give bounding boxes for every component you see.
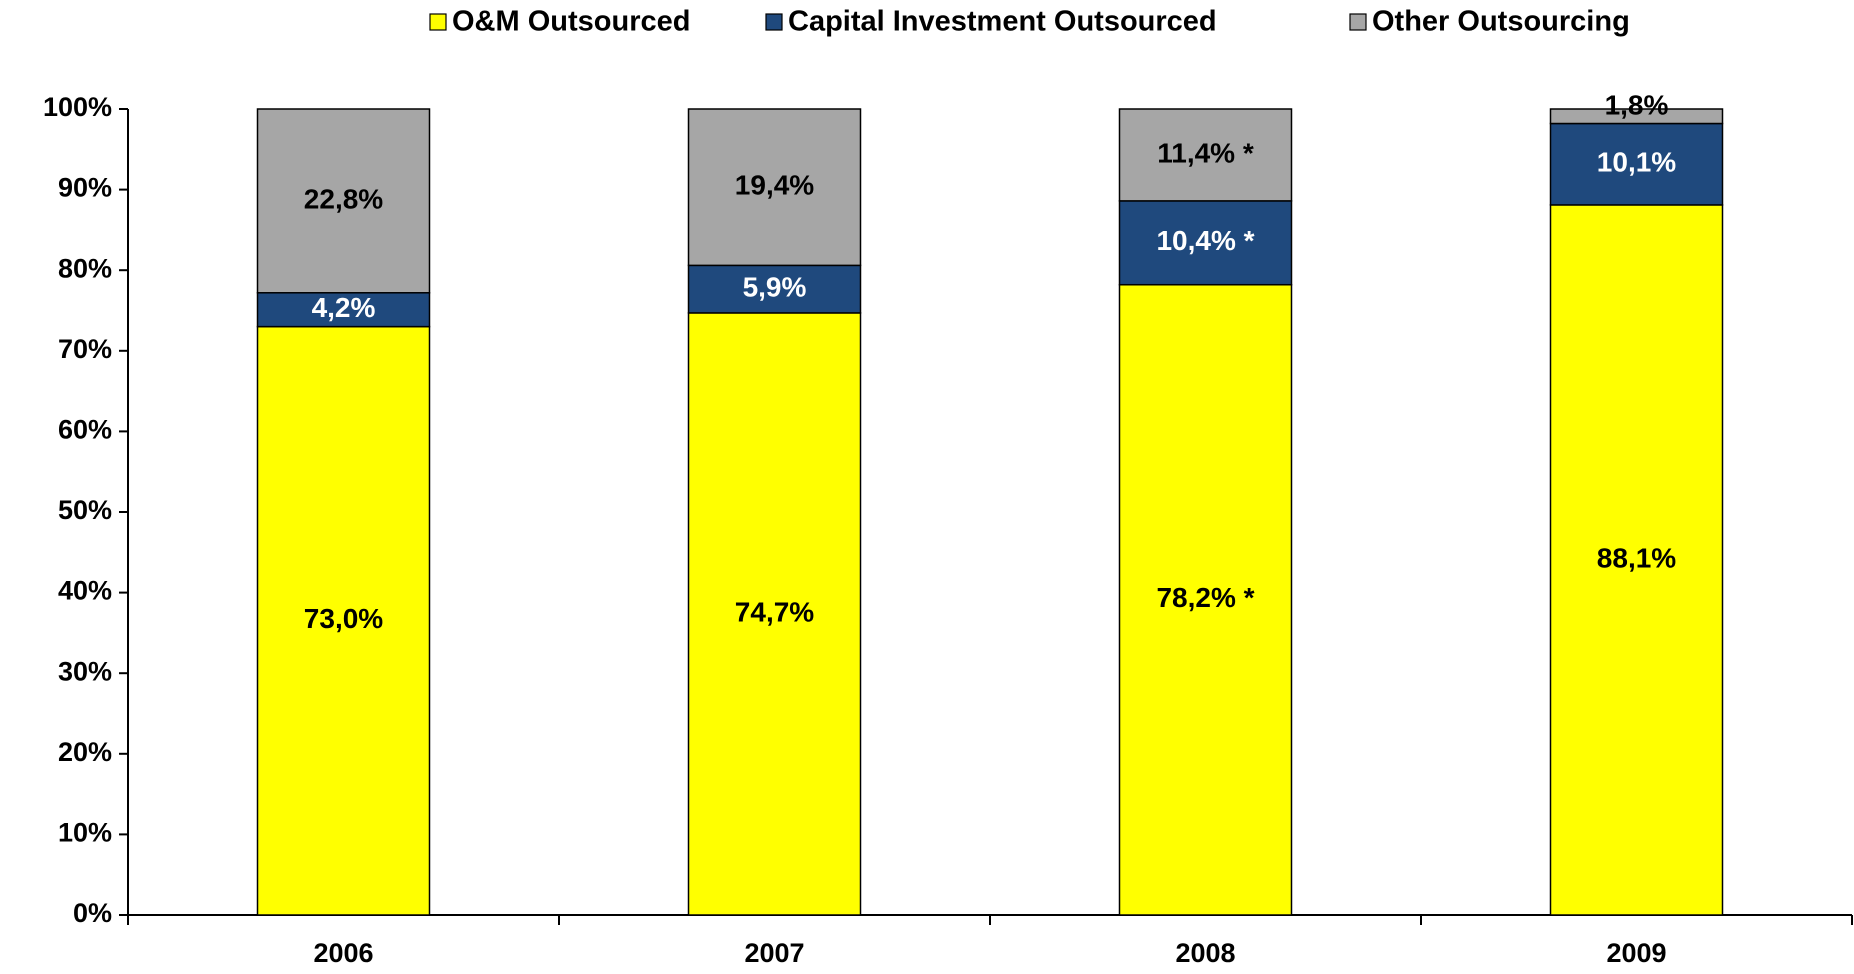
bar-segment <box>1118 108 1293 202</box>
bar-segment <box>1549 108 1724 125</box>
x-tick-label: 2009 <box>1606 938 1666 968</box>
y-tick-label: 90% <box>58 173 112 203</box>
x-tick-label: 2008 <box>1175 938 1235 968</box>
data-label: 73,0% <box>304 603 383 634</box>
data-label: 78,2% * <box>1156 582 1254 613</box>
data-label: 10,1% <box>1597 147 1676 178</box>
y-tick-label: 30% <box>58 656 112 686</box>
x-tick-label: 2006 <box>313 938 373 968</box>
y-tick-label: 10% <box>58 818 112 848</box>
data-label: 19,4% <box>735 170 814 201</box>
bar-segment <box>687 108 862 267</box>
bar-segment <box>1549 204 1724 916</box>
y-tick-label: 40% <box>58 576 112 606</box>
data-label: 10,4% * <box>1156 225 1254 256</box>
y-tick-label: 60% <box>58 415 112 445</box>
bar-segment <box>687 312 862 916</box>
y-tick-label: 20% <box>58 737 112 767</box>
bar-segment <box>687 264 862 314</box>
y-tick-label: 80% <box>58 253 112 283</box>
y-tick-label: 100% <box>43 92 112 122</box>
data-label: 5,9% <box>743 272 807 303</box>
data-label: 74,7% <box>735 596 814 627</box>
bar-segment <box>256 108 431 294</box>
data-label: 4,2% <box>312 292 376 323</box>
data-label: 1,8% <box>1605 89 1669 120</box>
y-tick-label: 50% <box>58 495 112 525</box>
x-tick-label: 2007 <box>744 938 804 968</box>
bar-segment <box>1118 200 1293 286</box>
legend-swatch <box>429 13 447 31</box>
bar-segment <box>1118 283 1293 916</box>
data-label: 88,1% <box>1597 542 1676 573</box>
legend-label: O&M Outsourced <box>452 6 690 38</box>
y-tick-label: 0% <box>73 898 112 928</box>
legend-swatch <box>765 13 783 31</box>
bar-segment <box>1549 122 1724 206</box>
legend-label: Capital Investment Outsourced <box>788 6 1217 38</box>
data-label: 22,8% <box>304 183 383 214</box>
legend-swatch <box>1349 13 1367 31</box>
y-tick-label: 70% <box>58 334 112 364</box>
legend-label: Other Outsourcing <box>1372 6 1630 38</box>
data-label: 11,4% * <box>1157 137 1254 168</box>
